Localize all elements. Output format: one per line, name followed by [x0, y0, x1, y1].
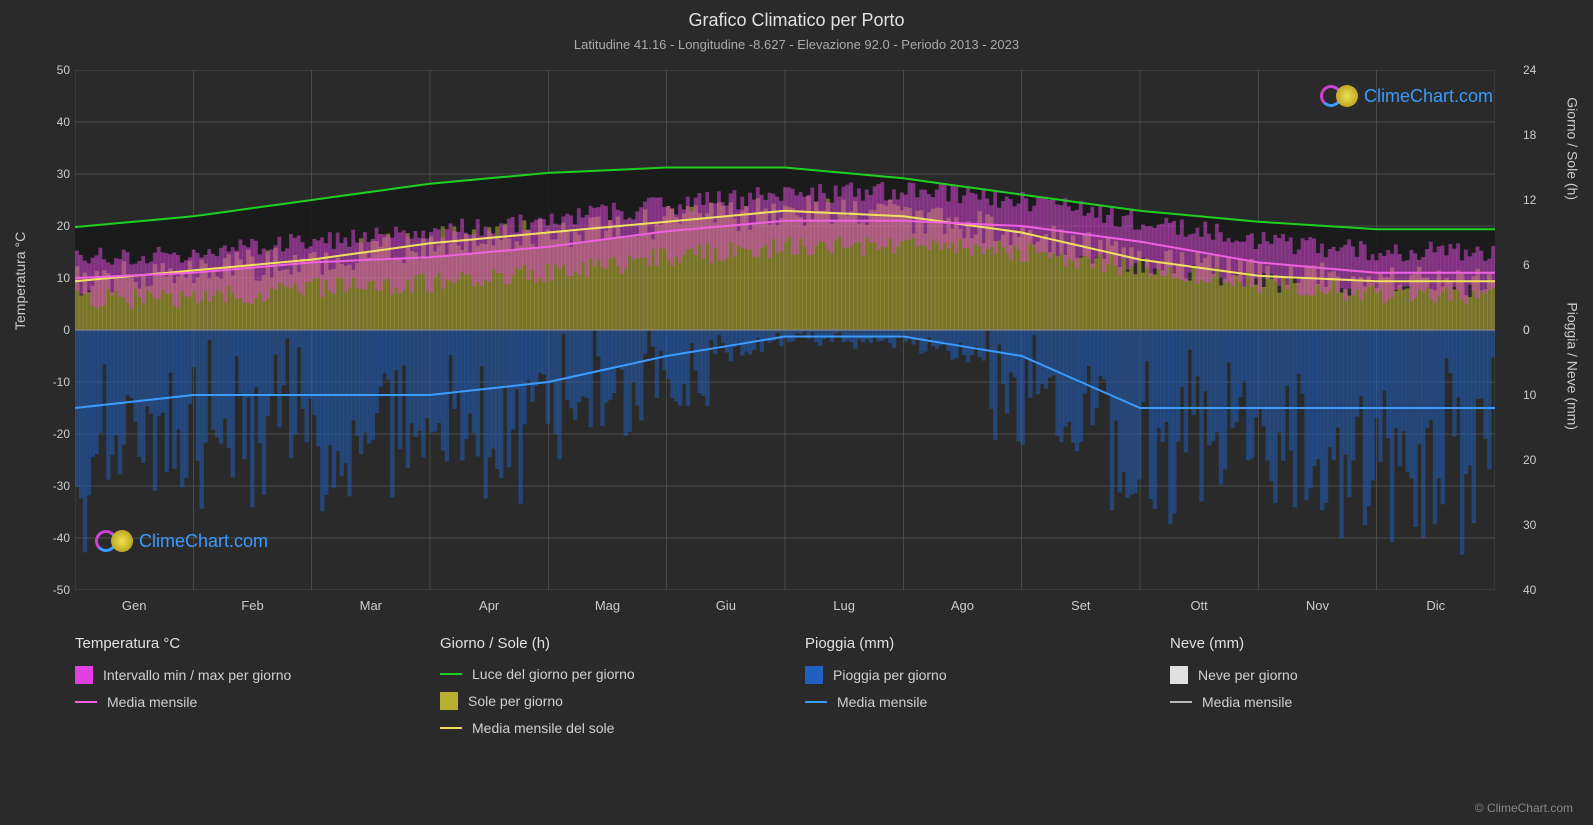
legend-item: Sole per giorno [440, 692, 765, 710]
legend-label: Intervallo min / max per giorno [103, 667, 291, 683]
legend-item: Media mensile [805, 694, 1130, 710]
legend-label: Media mensile del sole [472, 720, 614, 736]
legend-item: Intervallo min / max per giorno [75, 666, 400, 684]
y-axis-left-label: Temperatura °C [12, 232, 28, 330]
legend-label: Pioggia per giorno [833, 667, 947, 683]
legend-swatch [75, 666, 93, 684]
chart-plot-area [75, 70, 1495, 590]
legend-label: Sole per giorno [468, 693, 563, 709]
legend-swatch [805, 701, 827, 703]
legend-group-title: Temperatura °C [75, 635, 400, 652]
legend-label: Neve per giorno [1198, 667, 1298, 683]
legend-swatch [440, 692, 458, 710]
legend-group: Neve (mm) Neve per giorno Media mensile [1170, 635, 1495, 746]
y-right-top-ticks: 24181260 [1523, 70, 1553, 330]
legend-swatch [1170, 666, 1188, 684]
watermark-bottom: ClimeChart.com [95, 530, 268, 552]
y-axis-right-top-label: Giorno / Sole (h) [1565, 97, 1581, 200]
legend-item: Luce del giorno per giorno [440, 666, 765, 682]
legend-item: Media mensile del sole [440, 720, 765, 736]
watermark-text: ClimeChart.com [1364, 86, 1493, 107]
legend-item: Media mensile [1170, 694, 1495, 710]
legend-item: Media mensile [75, 694, 400, 710]
y-left-ticks: 50403020100-10-20-30-40-50 [40, 70, 70, 590]
legend-label: Media mensile [107, 694, 197, 710]
legend: Temperatura °C Intervallo min / max per g… [75, 635, 1495, 746]
legend-group-title: Pioggia (mm) [805, 635, 1130, 652]
legend-item: Pioggia per giorno [805, 666, 1130, 684]
logo-sun-icon [1336, 85, 1358, 107]
x-axis-labels: GenFebMarAprMagGiuLugAgoSetOttNovDic [75, 598, 1495, 613]
watermark-text: ClimeChart.com [139, 531, 268, 552]
legend-item: Neve per giorno [1170, 666, 1495, 684]
legend-swatch [1170, 701, 1192, 703]
legend-label: Luce del giorno per giorno [472, 666, 635, 682]
legend-label: Media mensile [1202, 694, 1292, 710]
legend-label: Media mensile [837, 694, 927, 710]
y-right-bot-ticks: 010203040 [1523, 330, 1553, 590]
legend-group: Pioggia (mm) Pioggia per giorno Media mens… [805, 635, 1130, 746]
legend-group-title: Giorno / Sole (h) [440, 635, 765, 652]
legend-swatch [440, 727, 462, 729]
copyright: © ClimeChart.com [1475, 801, 1573, 815]
legend-swatch [75, 701, 97, 703]
watermark-top: ClimeChart.com [1320, 85, 1493, 107]
legend-swatch [805, 666, 823, 684]
y-axis-right-bot-label: Pioggia / Neve (mm) [1565, 302, 1581, 430]
legend-group: Giorno / Sole (h) Luce del giorno per gio… [440, 635, 765, 746]
logo-sun-icon [111, 530, 133, 552]
chart-subtitle: Latitudine 41.16 - Longitudine -8.627 - … [0, 31, 1593, 52]
chart-title: Grafico Climatico per Porto [0, 0, 1593, 31]
legend-group: Temperatura °C Intervallo min / max per g… [75, 635, 400, 746]
legend-group-title: Neve (mm) [1170, 635, 1495, 652]
legend-swatch [440, 673, 462, 675]
